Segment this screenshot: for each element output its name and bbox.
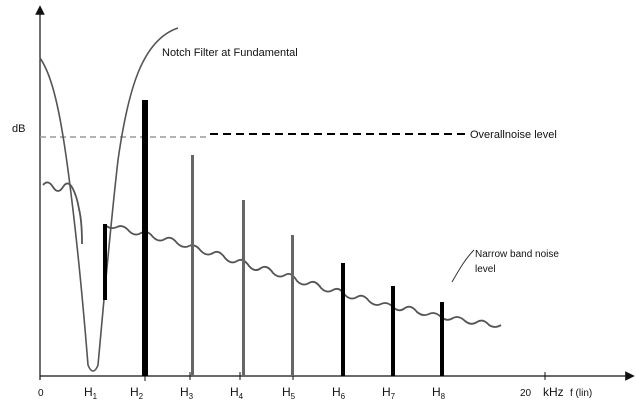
bar-h5 <box>291 235 294 376</box>
bar-h1 <box>103 224 107 300</box>
x-origin-label: 0 <box>38 388 44 399</box>
harmonic-bars <box>103 100 444 376</box>
harmonic-label-h4: H4 <box>230 385 244 401</box>
harmonic-label-h5: H5 <box>282 385 296 401</box>
harmonic-labels: H1 H2 H3 H4 H5 H6 H7 H8 <box>84 385 446 401</box>
narrow-band-noise-curve <box>42 181 502 328</box>
harmonic-label-h7: H7 <box>382 385 396 401</box>
notch-filter-label: Notch Filter at Fundamental <box>162 47 298 59</box>
harmonic-label-h8: H8 <box>432 385 446 401</box>
narrow-band-label-line1: Narrow band noise <box>475 249 559 260</box>
overall-noise-label: Overallnoise level <box>470 129 557 141</box>
bar-h6 <box>341 263 345 376</box>
x-unit-label: kHz <box>543 385 564 399</box>
notch-filter-curve <box>39 27 179 372</box>
bar-h3 <box>191 155 194 376</box>
narrow-band-label-line2: level <box>475 264 496 275</box>
x-20-label: 20 <box>520 388 532 399</box>
harmonic-label-h2: H2 <box>130 385 144 401</box>
bar-h2 <box>142 100 148 376</box>
narrow-band-pointer <box>451 249 475 283</box>
x-unit-suffix: f (lin) <box>570 388 592 399</box>
bar-h7 <box>391 286 395 376</box>
harmonic-label-h6: H6 <box>332 385 346 401</box>
bar-h4 <box>242 200 245 376</box>
y-axis-label: dB <box>12 123 25 135</box>
harmonic-label-h3: H3 <box>180 385 194 401</box>
bar-h8 <box>440 302 444 376</box>
harmonic-label-h1: H1 <box>84 385 98 401</box>
